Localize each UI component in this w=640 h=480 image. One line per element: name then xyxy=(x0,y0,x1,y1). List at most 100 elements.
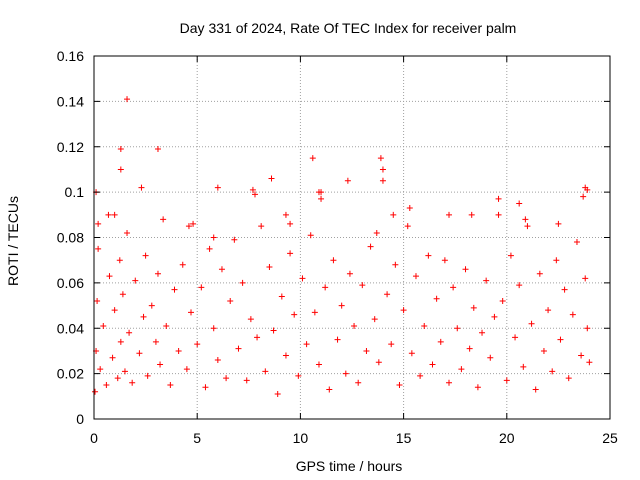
data-point xyxy=(507,252,514,259)
data-points xyxy=(92,96,593,398)
data-point xyxy=(103,381,110,388)
data-point xyxy=(322,284,329,291)
data-point xyxy=(388,341,395,348)
data-point xyxy=(148,302,155,309)
x-tick-label: 20 xyxy=(499,430,515,446)
data-point xyxy=(136,350,143,357)
data-point xyxy=(309,155,316,162)
data-point xyxy=(334,336,341,343)
data-point xyxy=(117,146,124,153)
data-point xyxy=(355,379,362,386)
data-point xyxy=(491,313,498,320)
data-point xyxy=(210,325,217,332)
data-point xyxy=(578,352,585,359)
data-point xyxy=(210,234,217,241)
data-point xyxy=(586,359,593,366)
data-point xyxy=(235,345,242,352)
data-point xyxy=(470,304,477,311)
x-tick-label: 15 xyxy=(396,430,412,446)
data-point xyxy=(299,275,306,282)
x-tick-label: 25 xyxy=(602,430,618,446)
data-point xyxy=(417,372,424,379)
data-point xyxy=(487,354,494,361)
data-point xyxy=(190,220,197,227)
data-point xyxy=(565,375,572,382)
data-point xyxy=(227,298,234,305)
data-point xyxy=(117,338,124,345)
data-point xyxy=(573,239,580,246)
data-point xyxy=(287,250,294,257)
y-tick-label: 0 xyxy=(76,411,84,427)
data-point xyxy=(326,386,333,393)
data-point xyxy=(94,298,101,305)
data-point xyxy=(278,293,285,300)
data-point xyxy=(249,186,256,193)
data-point xyxy=(129,379,136,386)
data-point xyxy=(318,189,325,196)
data-point xyxy=(373,229,380,236)
data-point xyxy=(499,298,506,305)
data-point xyxy=(223,375,230,382)
data-point xyxy=(175,347,182,354)
data-point xyxy=(429,361,436,368)
y-tick-label: 0.14 xyxy=(57,93,84,109)
data-point xyxy=(377,155,384,162)
data-point xyxy=(495,195,502,202)
data-point xyxy=(106,273,113,280)
data-point xyxy=(179,261,186,268)
data-point xyxy=(458,366,465,373)
data-point xyxy=(433,295,440,302)
y-tick-label: 0.02 xyxy=(57,366,84,382)
data-point xyxy=(454,325,461,332)
data-point xyxy=(406,205,413,212)
data-point xyxy=(342,370,349,377)
data-point xyxy=(392,261,399,268)
data-point xyxy=(536,270,543,277)
data-point xyxy=(580,193,587,200)
data-point xyxy=(315,361,322,368)
y-axis-label: ROTI / TECUs xyxy=(5,196,21,286)
data-point xyxy=(351,322,358,329)
data-point xyxy=(218,266,225,273)
data-point xyxy=(231,236,238,243)
data-point xyxy=(425,252,432,259)
x-tick-label: 5 xyxy=(193,430,201,446)
data-point xyxy=(154,146,161,153)
data-point xyxy=(152,338,159,345)
data-point xyxy=(126,329,133,336)
data-point xyxy=(282,211,289,218)
data-point xyxy=(524,223,531,230)
data-point xyxy=(163,322,170,329)
data-point xyxy=(97,366,104,373)
data-point xyxy=(359,282,366,289)
chart-title: Day 331 of 2024, Rate Of TEC Index for r… xyxy=(180,20,517,36)
data-point xyxy=(466,345,473,352)
data-point xyxy=(95,220,102,227)
data-point xyxy=(202,384,209,391)
y-tick-label: 0.06 xyxy=(57,275,84,291)
data-point xyxy=(569,311,576,318)
data-point xyxy=(270,327,277,334)
data-point xyxy=(116,257,123,264)
data-point xyxy=(371,316,378,323)
data-point xyxy=(561,286,568,293)
data-point xyxy=(251,191,258,198)
data-point xyxy=(287,220,294,227)
data-point xyxy=(474,384,481,391)
data-point xyxy=(555,220,562,227)
data-point xyxy=(185,223,192,230)
data-point xyxy=(258,223,265,230)
data-point xyxy=(557,336,564,343)
data-point xyxy=(274,391,281,398)
x-tick-label: 0 xyxy=(90,430,98,446)
data-point xyxy=(183,366,190,373)
data-point xyxy=(268,175,275,182)
data-point xyxy=(390,211,397,218)
data-point xyxy=(412,273,419,280)
data-point xyxy=(111,307,118,314)
data-point xyxy=(295,372,302,379)
data-point xyxy=(512,334,519,341)
data-point xyxy=(214,357,221,364)
data-point xyxy=(119,291,126,298)
